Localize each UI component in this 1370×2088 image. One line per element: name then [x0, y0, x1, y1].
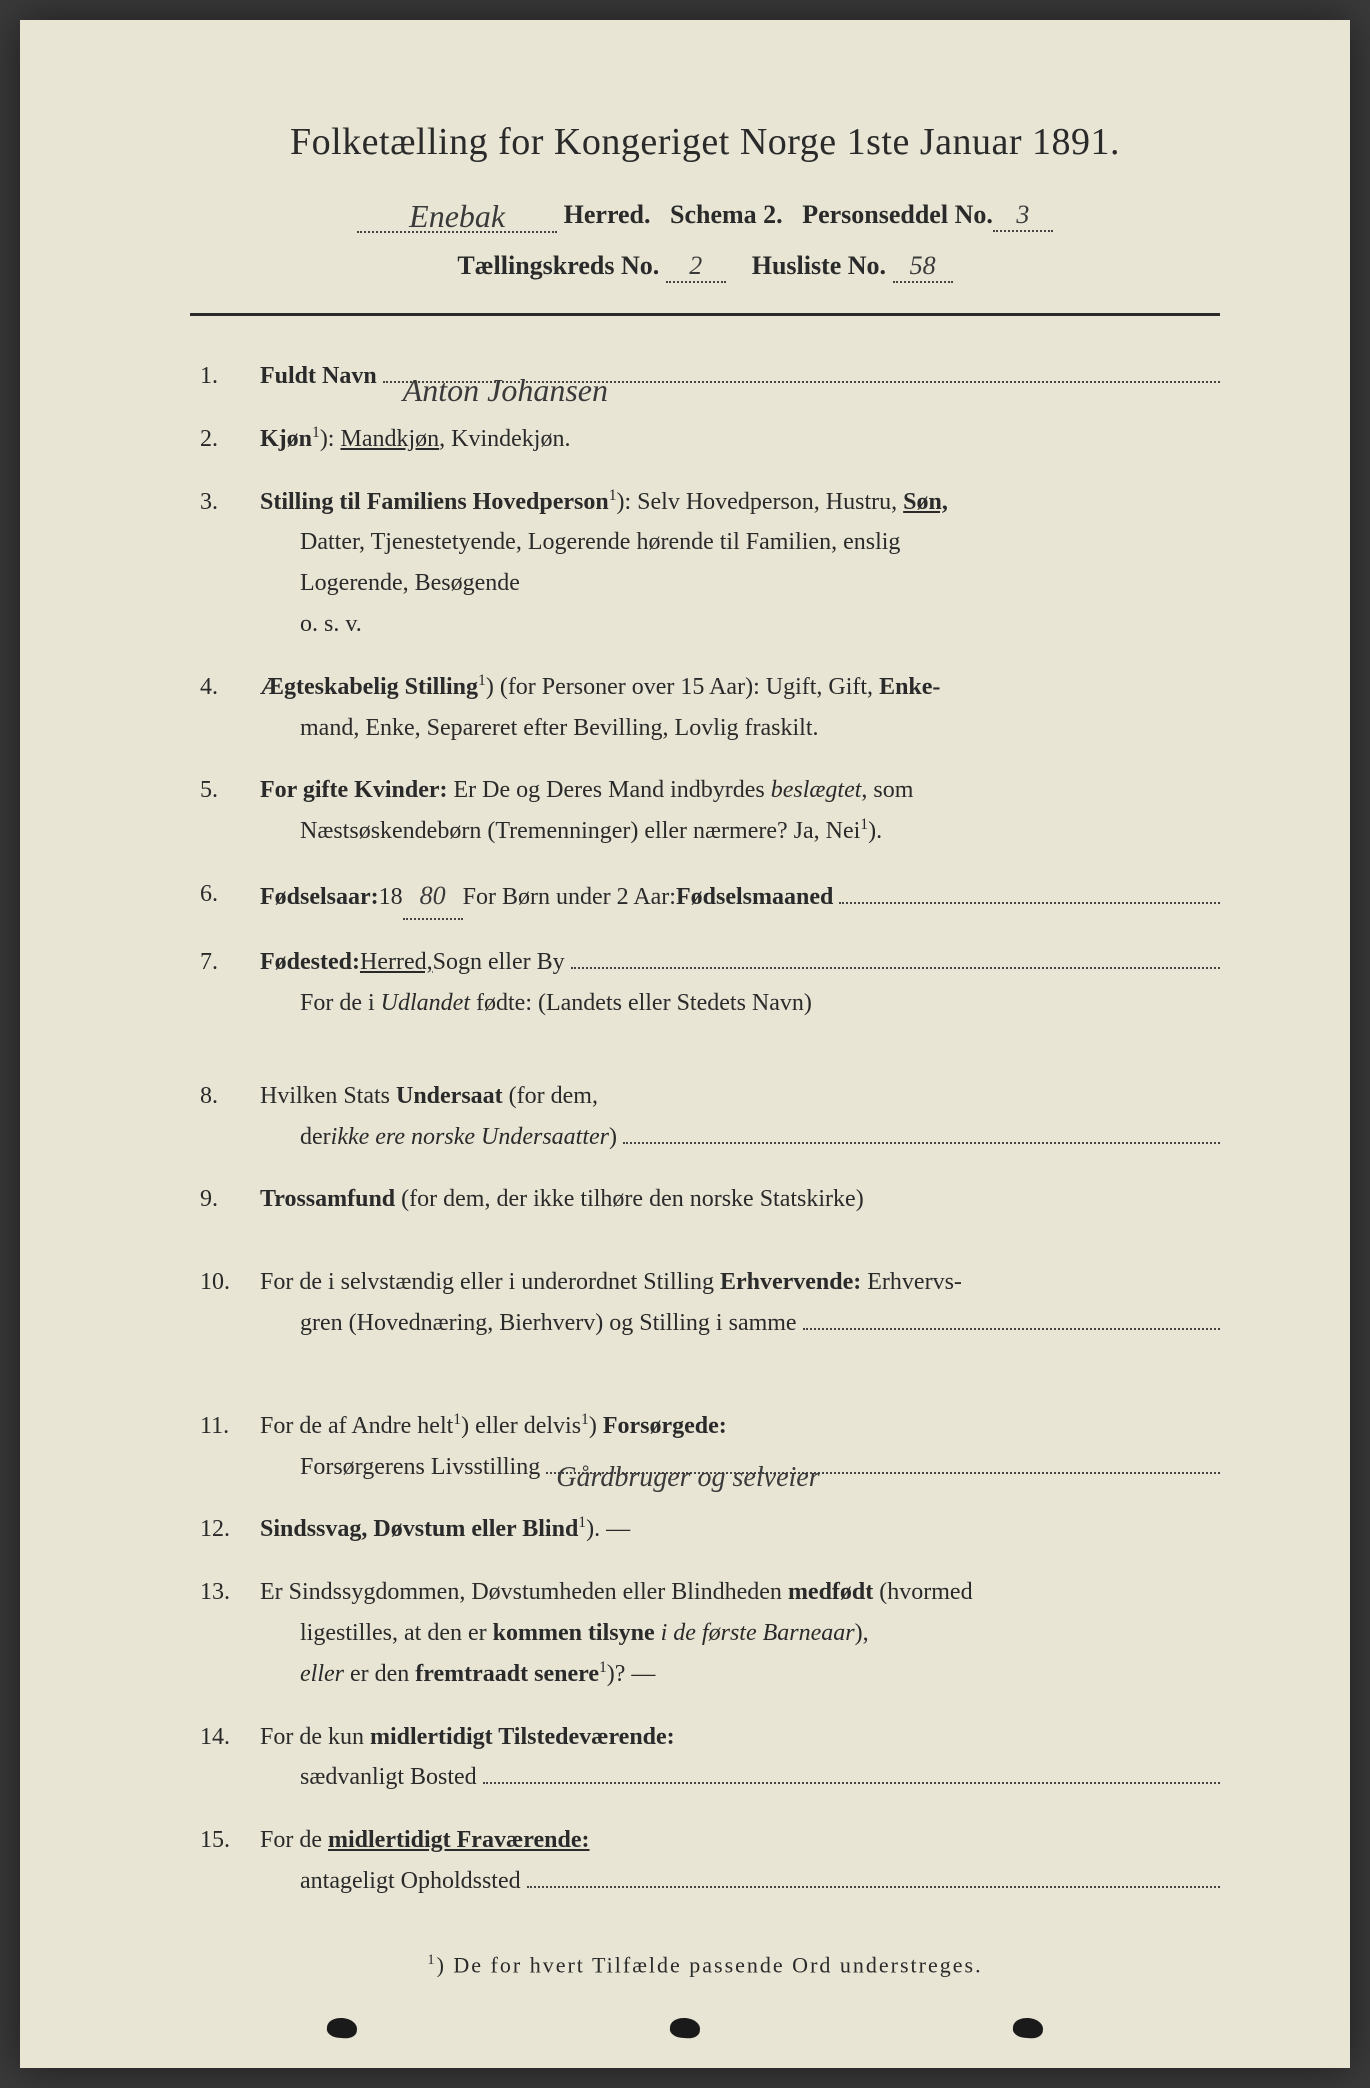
herred-field: Enebak — [357, 194, 557, 233]
q1-label: Fuldt Navn — [260, 356, 377, 397]
hole-icon — [326, 2017, 358, 2040]
question-9: 9. Trossamfund (for dem, der ikke tilhør… — [200, 1179, 1220, 1220]
question-7: 7. Fødested: Herred, Sogn eller By For d… — [200, 942, 1220, 1024]
question-11: 11. For de af Andre helt1) eller delvis1… — [200, 1406, 1220, 1488]
question-13: 13. Er Sindssygdommen, Døvstumheden elle… — [200, 1572, 1220, 1694]
husliste-field: 58 — [893, 251, 953, 283]
personseddel-field: 3 — [993, 200, 1053, 232]
hole-icon — [1012, 2017, 1044, 2040]
taellingskreds-label: Tællingskreds No. — [457, 251, 659, 280]
form-title: Folketælling for Kongeriget Norge 1ste J… — [190, 120, 1220, 164]
herred-label: Herred. — [564, 200, 651, 229]
question-2: 2. Kjøn1): Mandkjøn, Kvindekjøn. — [200, 419, 1220, 460]
q2-selected: Mandkjøn — [340, 426, 439, 452]
question-3: 3. Stilling til Familiens Hovedperson1):… — [200, 482, 1220, 645]
binding-holes — [20, 2018, 1350, 2038]
q7-selected: Herred, — [360, 942, 433, 983]
question-15: 15. For de midlertidigt Fraværende: anta… — [200, 1820, 1220, 1902]
question-14: 14. For de kun midlertidigt Tilstedevære… — [200, 1717, 1220, 1799]
q3-selected: Søn, — [903, 489, 948, 515]
header-row-1: Enebak Herred. Schema 2. Personseddel No… — [190, 194, 1220, 233]
q1-field: Anton Johansen — [383, 359, 1220, 383]
schema-label: Schema 2. — [670, 200, 783, 229]
husliste-label: Husliste No. — [752, 251, 886, 280]
question-5: 5. For gifte Kvinder: Er De og Deres Man… — [200, 770, 1220, 852]
question-1: 1. Fuldt Navn Anton Johansen — [200, 356, 1220, 397]
taellingskreds-field: 2 — [666, 251, 726, 283]
footnote: 1) De for hvert Tilfælde passende Ord un… — [190, 1952, 1220, 1978]
question-10: 10. For de i selvstændig eller i underor… — [200, 1262, 1220, 1344]
hole-icon — [669, 2017, 701, 2040]
divider — [190, 313, 1220, 316]
personseddel-label: Personseddel No. — [802, 200, 993, 229]
question-6: 6. Fødselsaar: 1880 For Børn under 2 Aar… — [200, 874, 1220, 920]
question-8: 8. Hvilken Stats Undersaat (for dem, der… — [200, 1076, 1220, 1158]
q11-field: Gårdbruger og selveier — [546, 1450, 1220, 1474]
census-form-page: Folketælling for Kongeriget Norge 1ste J… — [20, 20, 1350, 2068]
question-4: 4. Ægteskabelig Stilling1) (for Personer… — [200, 667, 1220, 749]
question-12: 12. Sindssvag, Døvstum eller Blind1). — — [200, 1509, 1220, 1550]
header-row-2: Tællingskreds No. 2 Husliste No. 58 — [190, 251, 1220, 283]
form-body: 1. Fuldt Navn Anton Johansen 2. Kjøn1): … — [190, 356, 1220, 1902]
q6-year-field: 80 — [403, 874, 463, 920]
